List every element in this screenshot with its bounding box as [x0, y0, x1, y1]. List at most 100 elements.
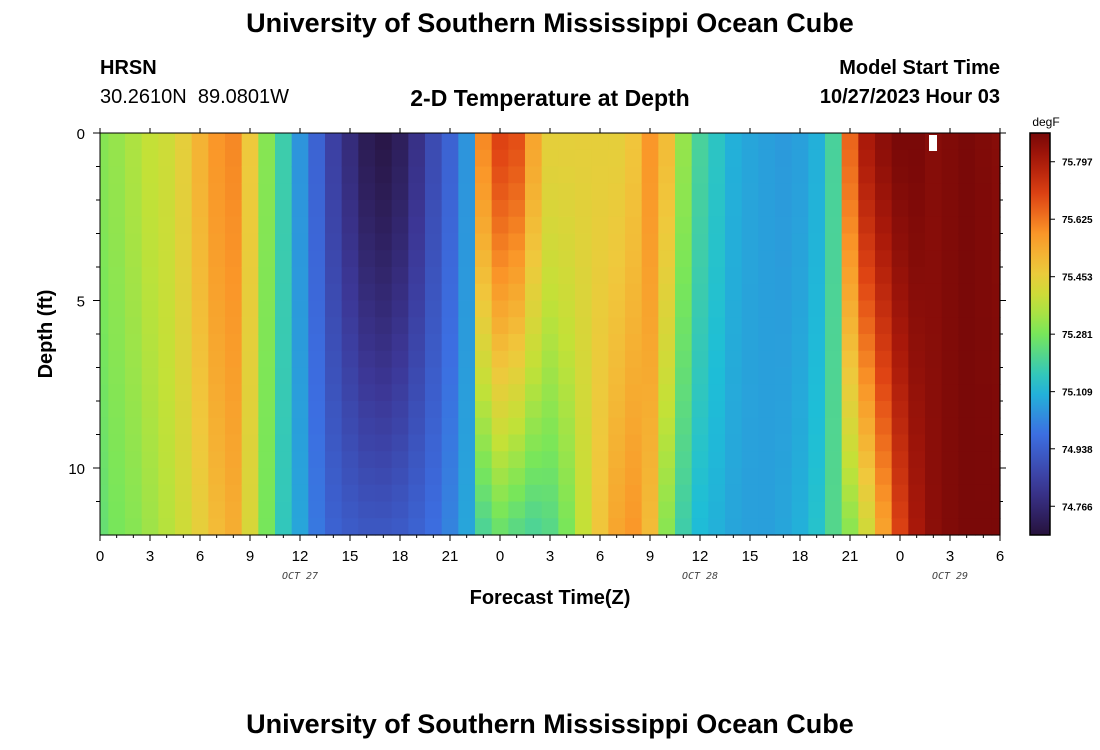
heatmap-cell [225, 367, 243, 385]
heatmap-cell [375, 250, 393, 268]
heatmap-cell [141, 434, 159, 452]
heatmap-cell [791, 468, 809, 486]
heatmap-cell [925, 334, 943, 352]
heatmap-cell [391, 484, 409, 503]
heatmap-cell [975, 518, 993, 536]
heatmap-cell [100, 501, 109, 519]
heatmap-cell [691, 166, 709, 184]
heatmap-cell [475, 334, 493, 352]
heatmap-cell [508, 484, 526, 503]
heatmap-cell [758, 233, 776, 251]
heatmap-cell [125, 183, 143, 201]
heatmap-cell [100, 133, 109, 151]
heatmap-cell [808, 250, 826, 268]
heatmap-cell [891, 468, 909, 486]
heatmap-cell [341, 501, 359, 519]
heatmap-cell [808, 417, 826, 436]
heatmap-cell [191, 300, 209, 318]
heatmap-cell [725, 484, 743, 503]
heatmap-cell [141, 468, 159, 486]
heatmap-cell [891, 334, 909, 352]
heatmap-cell [658, 401, 676, 419]
heatmap-cell [241, 183, 259, 201]
heatmap-cell [275, 484, 293, 503]
heatmap-cell [908, 518, 926, 536]
heatmap-cell [991, 166, 1001, 184]
heatmap-cell [641, 166, 659, 184]
heatmap-cell [875, 518, 893, 536]
heatmap-cell [375, 233, 393, 251]
heatmap-cell [108, 250, 126, 268]
heatmap-cell [558, 384, 576, 402]
heatmap-cell [891, 200, 909, 218]
heatmap-cell [675, 133, 693, 151]
heatmap-cell [275, 283, 293, 302]
heatmap-cell [125, 317, 143, 335]
heatmap-cell [108, 518, 126, 536]
heatmap-cell [408, 300, 426, 318]
heatmap-cell [691, 350, 709, 369]
heatmap-cell [858, 518, 876, 536]
heatmap-cell [491, 417, 509, 436]
heatmap-cell [708, 451, 726, 469]
heatmap-cell [525, 350, 543, 369]
heatmap-cell [725, 384, 743, 402]
heatmap-cell [458, 183, 476, 201]
heatmap-cell [525, 183, 543, 201]
heatmap-cell [291, 149, 309, 168]
heatmap-cell [641, 434, 659, 452]
heatmap-cell [108, 283, 126, 302]
heatmap-cell [808, 518, 826, 536]
heatmap-cell [975, 300, 993, 318]
heatmap-cell [375, 350, 393, 369]
heatmap-cell [208, 133, 226, 151]
heatmap-cell [275, 401, 293, 419]
heatmap-cell [591, 384, 609, 402]
heatmap-cell [825, 183, 843, 201]
heatmap-cell [841, 468, 859, 486]
heatmap-cell [158, 417, 176, 436]
heatmap-cell [858, 183, 876, 201]
heatmap-cell [825, 401, 843, 419]
heatmap-cell [841, 233, 859, 251]
heatmap-cell [658, 417, 676, 436]
heatmap-cell [591, 468, 609, 486]
heatmap-cell [725, 434, 743, 452]
colorbar [1029, 132, 1051, 536]
heatmap-cell [575, 200, 593, 218]
heatmap-cell [541, 417, 559, 436]
heatmap-cell [741, 317, 759, 335]
heatmap-cell [100, 434, 109, 452]
heatmap-cell [625, 401, 643, 419]
heatmap-cell [641, 367, 659, 385]
heatmap-cell [558, 166, 576, 184]
heatmap-cell [858, 401, 876, 419]
heatmap-cell [941, 183, 959, 201]
heatmap-cell [575, 149, 593, 168]
heatmap-cell [691, 250, 709, 268]
heatmap-cell [191, 417, 209, 436]
heatmap-cell [775, 434, 793, 452]
x-axis-label: Forecast Time(Z) [470, 587, 631, 609]
heatmap-cell [225, 233, 243, 251]
heatmap-cell [191, 216, 209, 235]
heatmap-cell [525, 283, 543, 302]
heatmap-cell [475, 166, 493, 184]
heatmap-cell [841, 317, 859, 335]
heatmap-cell [808, 367, 826, 385]
heatmap-cell [541, 401, 559, 419]
heatmap-cell [108, 367, 126, 385]
heatmap-cell [891, 300, 909, 318]
heatmap-cell [958, 149, 976, 168]
heatmap-cell [658, 233, 676, 251]
heatmap-cell [391, 267, 409, 285]
heatmap-cell [391, 367, 409, 385]
heatmap-cell [975, 367, 993, 385]
heatmap-cell [758, 183, 776, 201]
heatmap-cell [100, 518, 109, 536]
heatmap-cell [141, 518, 159, 536]
heatmap-cell [258, 267, 276, 285]
heatmap-cell [725, 417, 743, 436]
heatmap-cell [725, 317, 743, 335]
